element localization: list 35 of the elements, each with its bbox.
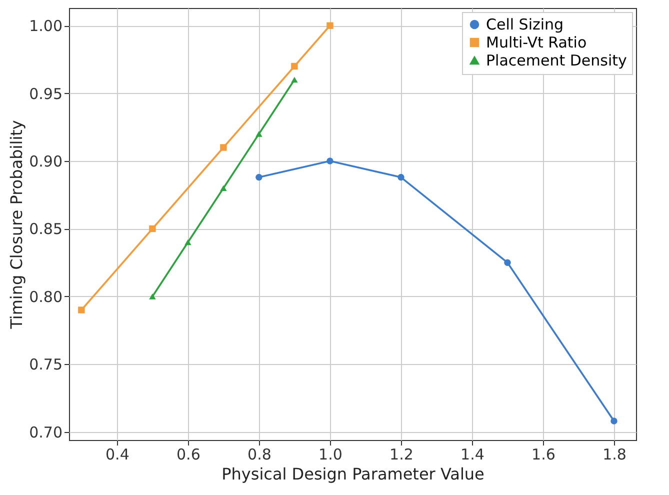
x-tick-label: 0.6: [176, 446, 200, 464]
x-tick-label: 1.4: [460, 446, 484, 464]
x-tick-label: 0.8: [248, 446, 272, 464]
point: [256, 174, 262, 181]
y-tick-label: 0.70: [29, 423, 62, 442]
legend-label: Multi-Vt Ratio: [486, 34, 587, 52]
y-tick-label: 0.95: [29, 84, 62, 103]
x-tick-label: 1.2: [390, 446, 414, 464]
x-tick-label: 1.0: [318, 446, 342, 464]
x-tick-label: 1.6: [532, 446, 556, 464]
point: [184, 239, 192, 246]
x-axis-title: Physical Design Parameter Value: [222, 464, 484, 484]
point: [149, 225, 156, 232]
point: [149, 294, 156, 300]
y-tick-label: 0.80: [29, 288, 62, 306]
point: [326, 22, 334, 29]
legend-label: Placement Density: [486, 52, 628, 70]
y-axis-title: Timing Closure Probability: [7, 120, 26, 330]
y-tick-label: 1.00: [29, 17, 62, 36]
point: [504, 259, 511, 266]
point: [220, 185, 227, 192]
point: [220, 144, 227, 151]
point: [291, 62, 298, 70]
point: [610, 418, 618, 424]
point: [398, 174, 404, 181]
x-tick-label: 0.4: [106, 446, 130, 464]
point: [326, 158, 334, 164]
legend-label: Cell Sizing: [486, 16, 564, 34]
x-tick-label: 1.8: [602, 446, 626, 464]
point: [291, 76, 298, 83]
point: [78, 306, 85, 314]
point: [256, 131, 262, 137]
y-tick-label: 0.75: [29, 356, 62, 374]
y-tick-label: 0.90: [29, 152, 62, 171]
y-tick-label: 0.85: [29, 220, 62, 238]
